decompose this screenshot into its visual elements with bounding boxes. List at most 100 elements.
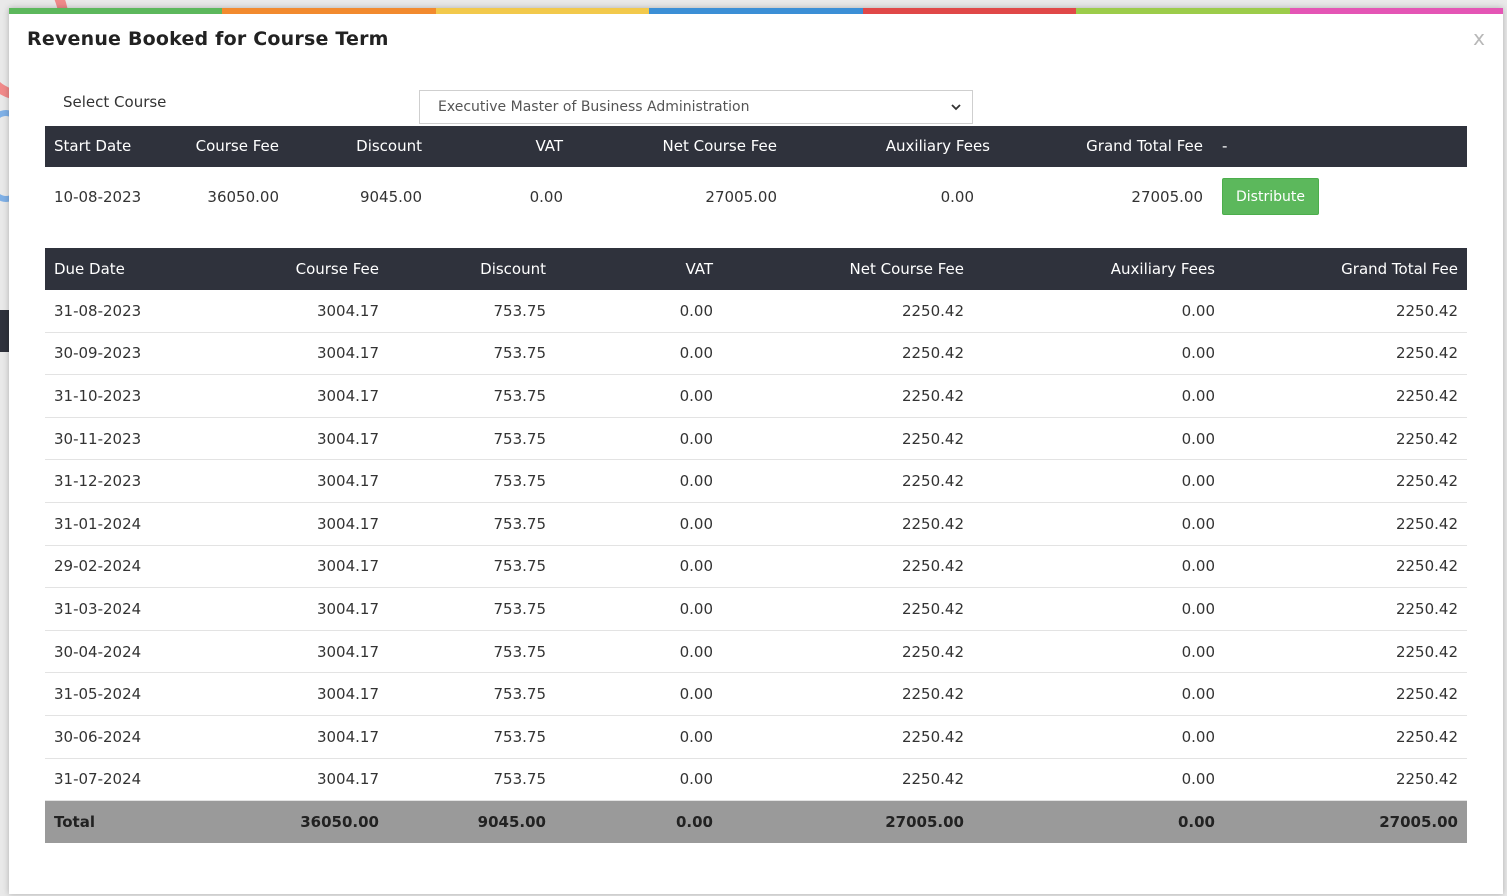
summary-header-cell: Discount (356, 137, 422, 155)
table-cell: 3004.17 (195, 630, 388, 674)
summary-header-cell: Start Date (54, 137, 132, 155)
table-cell: 2250.42 (1224, 290, 1467, 333)
table-row: 31-10-2023 3004.17 753.75 0.00 2250.42 0.00 22… (45, 374, 1467, 418)
table-cell: 2250.42 (1224, 715, 1467, 759)
table-cell: 0.00 (555, 502, 722, 546)
modal-title: Revenue Booked for Course Term (27, 28, 389, 50)
summary-header-cell: Auxiliary Fees (885, 137, 990, 155)
select-course-label: Select Course (63, 93, 167, 111)
table-row: 31-01-2024 3004.17 753.75 0.00 2250.42 0.00 22… (45, 502, 1467, 546)
column-header-discount: Discount (388, 248, 555, 290)
table-row: 31-08-2023 3004.17 753.75 0.00 2250.42 0.00 22… (45, 290, 1467, 333)
table-cell: 0.00 (973, 545, 1224, 589)
total-cell: 0.00 (555, 800, 722, 844)
total-cell: 0.00 (973, 800, 1224, 844)
column-header-vat: VAT (555, 248, 722, 290)
total-cell: Total (45, 800, 195, 844)
table-cell: 3004.17 (195, 545, 388, 589)
table-cell: 31-12-2023 (45, 459, 195, 503)
column-header-due-date: Due Date (45, 248, 195, 290)
table-cell: 3004.17 (195, 459, 388, 503)
column-header-net-course-fee: Net Course Fee (722, 248, 973, 290)
table-cell: 2250.42 (722, 502, 973, 546)
color-bar-segment (9, 8, 223, 14)
table-cell: 31-03-2024 (45, 587, 195, 631)
color-bar-segment (649, 8, 863, 14)
table-cell: 0.00 (555, 459, 722, 503)
color-bar-segment (222, 8, 436, 14)
total-cell: 9045.00 (388, 800, 555, 844)
total-cell: 27005.00 (1224, 800, 1467, 844)
table-cell: 2250.42 (1224, 502, 1467, 546)
table-row: 30-11-2023 3004.17 753.75 0.00 2250.42 0.00 22… (45, 417, 1467, 461)
table-cell: 0.00 (555, 374, 722, 418)
table-cell: 2250.42 (1224, 587, 1467, 631)
table-cell: 2250.42 (1224, 758, 1467, 802)
summary-header-cell: Course Fee (195, 137, 279, 155)
table-cell: 0.00 (555, 290, 722, 333)
table-cell: 3004.17 (195, 758, 388, 802)
schedule-table: Due Date Course Fee Discount VAT Net Cou… (45, 248, 1467, 844)
table-row: 31-03-2024 3004.17 753.75 0.00 2250.42 0.00 22… (45, 587, 1467, 631)
color-bar-segment (435, 8, 650, 14)
table-cell: 2250.42 (722, 758, 973, 802)
table-cell: 0.00 (555, 587, 722, 631)
close-button[interactable]: x (1473, 26, 1485, 50)
table-row: 29-02-2024 3004.17 753.75 0.00 2250.42 0.00 22… (45, 545, 1467, 589)
summary-header-cell: - (1222, 137, 1228, 155)
table-cell: 2250.42 (1224, 630, 1467, 674)
summary-cell: 9045.00 (359, 188, 422, 206)
table-cell: 2250.42 (1224, 672, 1467, 716)
table-cell: 2250.42 (722, 715, 973, 759)
distribute-button[interactable]: Distribute (1222, 178, 1319, 215)
table-cell: 30-06-2024 (45, 715, 195, 759)
table-cell: 0.00 (973, 417, 1224, 461)
table-cell: 0.00 (973, 715, 1224, 759)
table-cell: 0.00 (555, 758, 722, 802)
table-cell: 2250.42 (1224, 459, 1467, 503)
table-cell: 3004.17 (195, 374, 388, 418)
table-cell: 31-07-2024 (45, 758, 195, 802)
table-cell: 0.00 (555, 332, 722, 376)
table-cell: 2250.42 (1224, 545, 1467, 589)
table-cell: 30-04-2024 (45, 630, 195, 674)
color-bar-segment (1289, 8, 1503, 14)
table-row: 31-05-2024 3004.17 753.75 0.00 2250.42 0.00 22… (45, 672, 1467, 716)
table-cell: 0.00 (973, 374, 1224, 418)
table-cell: 753.75 (388, 374, 555, 418)
summary-cell: 0.00 (940, 188, 974, 206)
summary-header-cell: Grand Total Fee (1086, 137, 1203, 155)
table-cell: 30-11-2023 (45, 417, 195, 461)
table-cell: 753.75 (388, 545, 555, 589)
table-cell: 753.75 (388, 715, 555, 759)
table-cell: 0.00 (555, 417, 722, 461)
summary-cell: 27005.00 (705, 188, 777, 206)
course-dropdown[interactable]: Executive Master of Business Administrat… (419, 90, 973, 124)
table-cell: 2250.42 (722, 672, 973, 716)
revenue-modal: Revenue Booked for Course Term x Select … (9, 8, 1503, 894)
table-cell: 2250.42 (722, 417, 973, 461)
table-cell: 2250.42 (1224, 417, 1467, 461)
table-cell: 0.00 (555, 545, 722, 589)
color-bar-segment (1076, 8, 1290, 14)
table-cell: 2250.42 (722, 290, 973, 333)
table-cell: 753.75 (388, 758, 555, 802)
table-cell: 2250.42 (722, 630, 973, 674)
schedule-body: 31-08-2023 3004.17 753.75 0.00 2250.42 0.00 22… (45, 290, 1467, 844)
table-cell: 0.00 (973, 459, 1224, 503)
table-cell: 2250.42 (722, 587, 973, 631)
table-cell: 3004.17 (195, 332, 388, 376)
table-row: 30-09-2023 3004.17 753.75 0.00 2250.42 0.00 22… (45, 332, 1467, 376)
table-cell: 2250.42 (1224, 332, 1467, 376)
table-cell: 3004.17 (195, 417, 388, 461)
summary-table: Start Date Course Fee Discount VAT Net C… (45, 126, 1467, 225)
table-cell: 3004.17 (195, 502, 388, 546)
table-cell: 2250.42 (722, 332, 973, 376)
table-row: 31-07-2024 3004.17 753.75 0.00 2250.42 0.00 22… (45, 758, 1467, 802)
table-cell: 30-09-2023 (45, 332, 195, 376)
summary-header-cell: VAT (535, 137, 563, 155)
table-cell: 29-02-2024 (45, 545, 195, 589)
color-bar (9, 8, 1503, 14)
summary-cell: 36050.00 (207, 188, 279, 206)
table-cell: 753.75 (388, 332, 555, 376)
